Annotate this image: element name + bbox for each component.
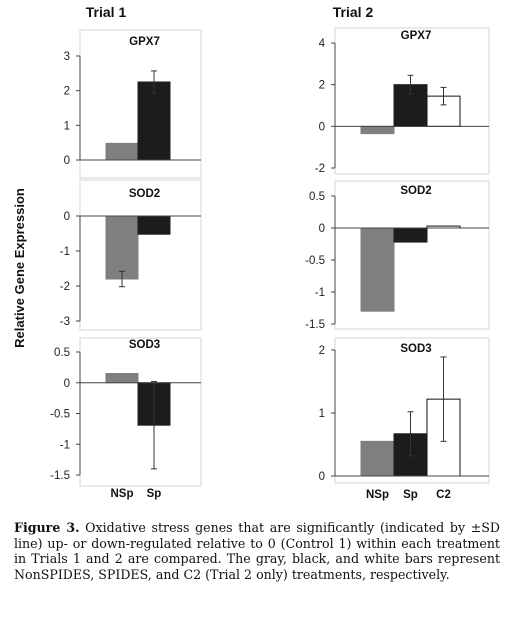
trial2-gpx7-bar-nsp xyxy=(360,125,395,135)
trial1-sod3-bar-nsp xyxy=(105,373,139,384)
trial2-gpx7-title: GPX7 xyxy=(401,30,432,42)
figure-caption: Figure 3. Oxidative stress genes that ar… xyxy=(14,520,500,582)
figure-3-chart: Trial 1 Trial 2 Relative Gene Expression… xyxy=(12,4,490,501)
trial2-sod2-bar-sp xyxy=(393,227,428,243)
trial2-sod2-y-tick-label: 0.5 xyxy=(309,191,325,203)
trial2-gpx7-y-tick-label: 4 xyxy=(319,38,326,50)
trial2-sod2-y-tick-label: -0.5 xyxy=(305,255,325,267)
trial1-gpx7-title: GPX7 xyxy=(129,36,160,48)
trial1-sod3-y-tick-label: -1 xyxy=(60,439,70,451)
trial2-sod2-y-tick-label: -1.5 xyxy=(305,319,325,331)
trial2-sod2-y-tick-label: 0 xyxy=(319,223,325,235)
trial2-sod3-bar-nsp xyxy=(360,440,395,477)
trial2-sod2-title: SOD2 xyxy=(400,185,431,197)
trial1-sod2-y-tick-label: -1 xyxy=(60,246,70,258)
trial1-gpx7-y-tick-label: 1 xyxy=(64,120,70,132)
trial2-gpx7-y-tick-label: -2 xyxy=(315,163,325,175)
trial2-sod3-y-tick-label: 1 xyxy=(319,408,325,420)
trial-1-title: Trial 1 xyxy=(86,4,127,20)
trial-2-title: Trial 2 xyxy=(333,4,374,20)
trial1-gpx7-bar-sp xyxy=(137,81,171,161)
trial1-sod2-y-tick-label: -3 xyxy=(60,316,70,328)
y-axis-label: Relative Gene Expression xyxy=(12,188,27,348)
trial1-sod2-y-tick-label: 0 xyxy=(64,211,70,223)
trial1-gpx7-y-tick-label: 2 xyxy=(64,86,70,98)
trial1-sod2-bar-nsp xyxy=(105,215,139,280)
trial2-sod3-y-tick-label: 2 xyxy=(319,345,325,357)
trial1-sod2-y-tick-label: -2 xyxy=(60,281,70,293)
trial1-sod3-x-label-sp: Sp xyxy=(147,488,162,500)
trial2-sod3-x-label-nsp: NSp xyxy=(366,489,389,501)
trial1-sod2-bar-sp xyxy=(137,215,171,235)
trial2-sod3-title: SOD3 xyxy=(400,343,431,355)
trial1-gpx7-y-tick-label: 3 xyxy=(64,51,70,63)
trial1-sod2-frame xyxy=(79,179,202,331)
caption-text: Oxidative stress genes that are signific… xyxy=(14,520,500,582)
trial2-gpx7-y-tick-label: 2 xyxy=(319,80,325,92)
trial2-sod3-x-label-c2: C2 xyxy=(436,489,451,501)
trial1-sod3-y-tick-label: 0 xyxy=(64,378,70,390)
trial1-gpx7-bar-nsp xyxy=(105,142,139,161)
trial2-sod3-x-label-sp: Sp xyxy=(403,489,418,501)
trial2-gpx7-y-tick-label: 0 xyxy=(319,121,325,133)
caption-label: Figure 3. xyxy=(14,520,80,535)
trial1-sod3-y-tick-label: -0.5 xyxy=(50,409,70,421)
trial1-sod2-title: SOD2 xyxy=(129,188,160,200)
trial1-gpx7-y-tick-label: 0 xyxy=(64,155,70,167)
trial1-sod3-x-label-nsp: NSp xyxy=(111,488,134,500)
trial2-sod3-y-tick-label: 0 xyxy=(319,471,325,483)
trial2-sod2-frame xyxy=(334,180,490,330)
trial1-sod3-y-tick-label: 0.5 xyxy=(54,347,70,359)
trial1-sod3-title: SOD3 xyxy=(129,339,160,351)
trial2-sod2-bar-nsp xyxy=(360,227,395,312)
trial2-sod2-y-tick-label: -1 xyxy=(315,287,325,299)
trial1-sod3-y-tick-label: -1.5 xyxy=(50,470,70,482)
